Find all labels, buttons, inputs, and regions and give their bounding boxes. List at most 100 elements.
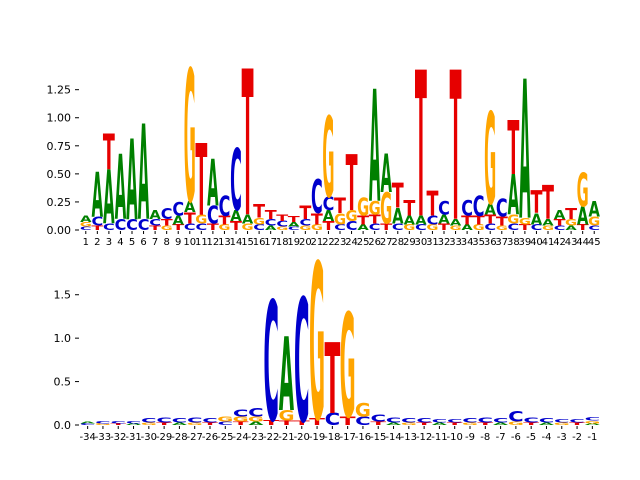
logo-letter-T: T [370,420,387,426]
x-tick-label: 42 [553,237,566,248]
x-tick-label: 33 [449,237,462,248]
svg-text:C: C [325,410,341,429]
logo-letter-T: T [149,225,161,232]
x-tick-label: 17 [264,237,277,248]
svg-text:T: T [195,122,207,238]
svg-text:T: T [554,218,567,229]
letter-stack: AC [386,416,402,426]
svg-text:T: T [294,419,310,426]
svg-text:A: A [242,212,254,226]
x-tick-label: 43 [565,237,578,248]
logo-letter-G: G [242,222,254,233]
logo-letter-A: A [92,159,104,232]
logo-letter-C: C [355,415,371,429]
letter-stack: TC [263,267,279,459]
svg-text:C: C [138,215,150,234]
logo-letter-G: G [95,423,111,426]
svg-text:T: T [403,196,415,221]
x-tick-label: 38 [507,237,520,248]
svg-text:C: C [80,226,92,231]
logo-letter-T: T [569,422,586,426]
bottom-logo-x-axis: -34-33-32-31-30-29-28-27-26-25-24-23-22-… [79,426,597,443]
letter-stack: TC [156,416,173,426]
letter-stack: AC [432,418,448,426]
x-tick-label: 25 [357,237,370,248]
x-tick-label: -10 [447,432,463,443]
logo-letter-C: C [461,196,473,221]
x-tick-label: 45 [588,237,601,248]
logo-letter-T: T [554,218,567,229]
logo-letter-T: T [218,213,231,228]
letter-stack: TC [416,417,433,426]
x-tick-label: -18 [324,432,340,443]
svg-text:T: T [484,212,497,227]
logo-letter-C: C [161,204,173,223]
logo-letter-T: T [294,419,310,426]
letter-stack: ATC [461,196,474,232]
logo-letter-G: G [217,415,233,423]
svg-text:A: A [149,208,161,222]
logo-letter-G: G [311,223,323,232]
svg-text:C: C [115,215,127,234]
svg-text:G: G [450,225,462,232]
svg-text:G: G [484,88,496,234]
svg-text:C: C [554,418,570,424]
svg-text:T: T [357,213,370,228]
svg-text:C: C [172,417,188,424]
logo-letter-T: T [309,417,325,428]
logo-letter-T: T [357,213,370,228]
x-tick-label: 23 [334,237,347,248]
svg-text:G: G [278,408,294,425]
svg-text:C: C [263,267,279,459]
logo-letter-T: T [324,322,340,436]
svg-text:G: G [187,422,203,426]
letter-stack: CGT [346,139,358,233]
logo-letter-G: G [519,216,531,227]
svg-text:G: G [473,223,485,232]
logo-letter-C: C [523,416,539,425]
letter-stack: ATG [357,192,370,232]
svg-text:T: T [519,223,532,232]
svg-text:T: T [110,423,127,426]
y-tick-label: 1.25 [47,84,72,97]
letter-stack: TCA [149,208,161,232]
letter-stack: CAT [415,31,427,263]
svg-text:A: A [450,217,462,228]
logo-letter-A: A [554,208,566,222]
x-tick-label: 41 [542,237,555,248]
letter-stack: CGT [253,201,266,232]
x-tick-label: -7 [496,432,506,443]
x-tick-label: -9 [465,432,475,443]
svg-text:C: C [207,201,219,229]
logo-letter-T: T [233,420,250,426]
logo-letter-T: T [253,201,266,223]
svg-text:C: C [230,133,242,230]
letter-stack: TCA [207,147,220,232]
logo-letter-G: G [141,422,157,426]
logo-letter-A: A [450,217,462,228]
logo-letter-G: G [473,223,485,232]
svg-text:C: C [427,214,439,228]
svg-text:A: A [207,147,219,221]
letter-stack: GC [462,417,478,426]
svg-text:G: G [276,226,288,231]
logo-letter-T: T [207,222,220,233]
letter-stack: TC [294,265,310,461]
svg-text:G: G [403,223,415,232]
logo-letter-C: C [386,416,402,425]
svg-text:A: A [184,198,196,216]
logo-letter-A: A [369,59,380,238]
svg-text:T: T [334,193,346,218]
svg-text:A: A [248,421,263,426]
svg-text:C: C [355,415,371,429]
logo-letter-T: T [288,215,301,224]
svg-text:C: C [523,416,539,425]
svg-text:C: C [253,223,265,232]
svg-text:A: A [138,98,149,250]
svg-text:G: G [355,399,371,422]
svg-text:G: G [311,223,323,232]
svg-text:C: C [447,418,463,424]
svg-text:G: G [340,285,356,452]
x-tick-label: -14 [385,432,401,443]
svg-text:A: A [92,159,104,232]
